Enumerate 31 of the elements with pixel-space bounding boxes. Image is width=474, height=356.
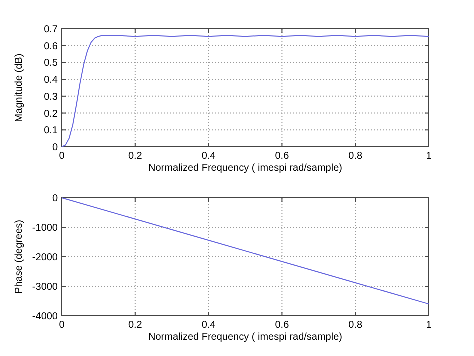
y-tick-label: 0.5: [44, 58, 58, 70]
y-tick-label: 0.1: [44, 126, 58, 137]
x-tick-label: 0: [59, 320, 66, 331]
x-tick-label: 0: [59, 151, 66, 162]
y-tick-label: 0.7: [44, 24, 58, 36]
x-tick-label: 0.6: [275, 151, 290, 162]
y-tick-label: -2000: [32, 252, 58, 264]
x-axis-title: Normalized Frequency ( imespi rad/sample): [148, 332, 342, 343]
y-tick-label: 0.3: [44, 92, 58, 103]
y-axis-title: Magnitude (dB): [14, 54, 25, 122]
y-tick-label: 0.4: [44, 75, 58, 86]
y-axis-title: Phase (degrees): [14, 220, 25, 294]
y-tick-label: 0: [52, 194, 58, 204]
x-tick-label: 1: [426, 151, 432, 162]
x-tick-label: 0.6: [275, 320, 290, 331]
x-tick-label: 0.4: [202, 320, 216, 331]
line-series: [62, 198, 430, 305]
x-tick-label: 1: [426, 320, 432, 331]
x-tick-label: 0.4: [202, 151, 216, 162]
y-tick-label: -1000: [32, 223, 58, 234]
y-tick-label: -4000: [32, 312, 58, 322]
y-tick-label: 0: [52, 142, 58, 154]
x-tick-label: 0.2: [128, 151, 143, 162]
x-axis-title: Normalized Frequency ( imespi rad/sample): [148, 163, 342, 174]
x-tick-label: 0.2: [128, 320, 143, 331]
y-tick-label: 0.2: [44, 108, 58, 120]
line-series: [62, 35, 430, 148]
x-tick-label: 0.8: [348, 151, 363, 162]
y-tick-label: 0.6: [44, 41, 58, 52]
x-tick-label: 0.8: [348, 320, 363, 331]
y-tick-label: -3000: [32, 282, 58, 293]
